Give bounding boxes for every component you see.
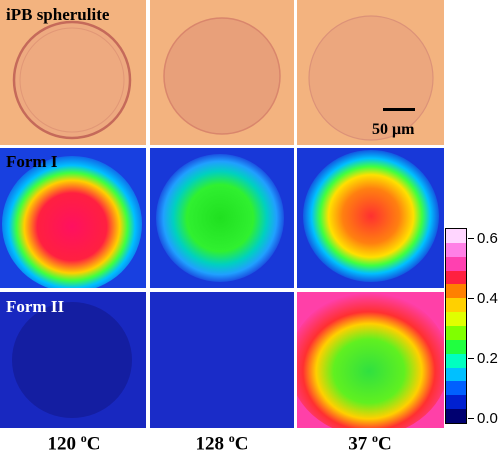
colorbar-tick: [468, 298, 474, 299]
optical-image-37: [297, 0, 444, 145]
column-label-37: 37 oC: [348, 431, 392, 455]
colorbar-label-0.0: 0.0: [477, 410, 498, 427]
form2-map-128: [150, 292, 294, 428]
colorbar-band: [446, 284, 466, 300]
colorbar-band: [446, 367, 466, 383]
form1-map-image-120: [0, 148, 146, 288]
form1-map-image-37: [297, 148, 444, 288]
optical-panel-128: [150, 0, 294, 145]
form2-map-120: [0, 292, 146, 428]
colorbar-band: [446, 298, 466, 314]
form2-map-image-128: [150, 292, 294, 428]
form1-map-120: [0, 148, 146, 288]
form1-map-image-128: [150, 148, 294, 288]
colorbar-tick: [468, 358, 474, 359]
colorbar-label-0.2: 0.2: [477, 350, 498, 367]
colorbar-band: [446, 395, 466, 411]
row-label-form2: Form II: [6, 297, 65, 316]
colorbar-band: [446, 339, 466, 355]
column-label-128: 128 oC: [195, 431, 249, 455]
form2-map-37: [297, 292, 444, 428]
colorbar-label-0.4: 0.4: [477, 290, 498, 307]
colorbar-band: [446, 270, 466, 286]
colorbar: [445, 228, 467, 424]
optical-panel-37: [297, 0, 444, 145]
form1-map-37: [297, 148, 444, 288]
row-label-form1: Form I: [6, 152, 58, 171]
colorbar-band: [446, 256, 466, 272]
colorbar-band: [446, 353, 466, 369]
form2-map-image-37: [297, 292, 444, 428]
form1-map-128: [150, 148, 294, 288]
colorbar-tick: [468, 418, 474, 419]
optical-image-128: [150, 0, 294, 145]
title-label: iPB spherulite: [6, 5, 110, 24]
colorbar-band: [446, 242, 466, 258]
colorbar-band: [446, 312, 466, 327]
colorbar-band: [446, 229, 466, 244]
optical-panel-120: [0, 0, 146, 145]
scale-bar-label: 50 μm: [372, 121, 415, 138]
optical-image-120: [0, 0, 146, 145]
scale-bar: [383, 108, 415, 111]
colorbar-tick: [468, 238, 474, 239]
column-label-120: 120 oC: [47, 431, 101, 455]
colorbar-band: [446, 326, 466, 341]
colorbar-band: [446, 381, 466, 397]
colorbar-label-0.6: 0.6: [477, 230, 498, 247]
colorbar-band: [446, 409, 466, 423]
form2-map-image-120: [0, 292, 146, 428]
